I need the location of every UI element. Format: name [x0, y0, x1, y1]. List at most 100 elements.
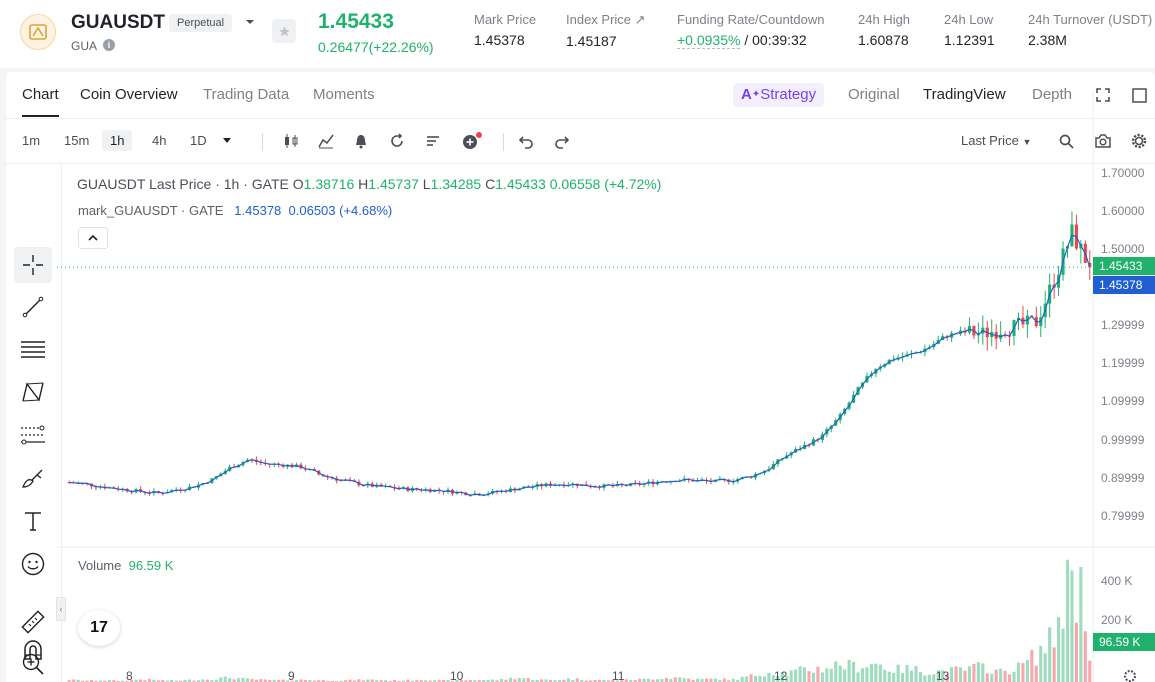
- volume-legend: Volume 96.59 K: [78, 558, 173, 573]
- view-tradingview[interactable]: TradingView: [923, 86, 1006, 103]
- volume-bar: [660, 679, 664, 682]
- window-icon[interactable]: [1132, 88, 1147, 103]
- volume-bar: [508, 677, 512, 682]
- search-icon[interactable]: [1059, 134, 1074, 149]
- undo-icon[interactable]: [518, 133, 534, 149]
- strategy-label: Strategy: [760, 86, 817, 103]
- timeframe-15m[interactable]: 15m: [64, 133, 90, 148]
- volume-bar: [615, 680, 619, 682]
- templates-icon[interactable]: [425, 133, 441, 149]
- volume-bar: [410, 680, 414, 682]
- volume-bar: [401, 680, 406, 682]
- volume-bar: [633, 680, 637, 682]
- volume-bar: [932, 674, 936, 682]
- volume-bar: [883, 669, 887, 682]
- add-indicator-icon[interactable]: [461, 131, 483, 151]
- volume-bar: [268, 679, 272, 682]
- fullscreen-icon[interactable]: [1096, 88, 1110, 102]
- redo-icon[interactable]: [554, 133, 570, 149]
- stat-label: 24h High: [858, 12, 911, 27]
- volume-bar: [290, 680, 294, 682]
- volume-bar: [397, 680, 401, 682]
- alert-icon[interactable]: [353, 133, 369, 149]
- price-source-select[interactable]: Last Price ▼: [961, 133, 1031, 148]
- tab-coin-overview[interactable]: Coin Overview: [80, 86, 178, 103]
- collapse-legend-button[interactable]: [78, 227, 108, 249]
- timeframe-1m[interactable]: 1m: [22, 133, 41, 148]
- emoji-icon: [21, 552, 45, 576]
- axis-settings-icon[interactable]: [1122, 668, 1138, 682]
- volume-bar: [950, 667, 954, 682]
- favorite-button[interactable]: [272, 19, 296, 43]
- stat-value: 2.38M: [1028, 32, 1067, 48]
- magnet-tool[interactable]: [14, 634, 52, 668]
- emoji-tool[interactable]: [14, 546, 52, 582]
- legend-h-label: H: [358, 176, 369, 192]
- symbol-dropdown-icon[interactable]: [244, 16, 256, 28]
- crosshair-tool[interactable]: [14, 247, 52, 283]
- strategy-button[interactable]: A✦Strategy: [733, 83, 825, 107]
- volume-axis-label: 400 K: [1101, 574, 1133, 588]
- volume-bar: [914, 666, 918, 682]
- stat-index-price[interactable]: Index Price ↗ 1.45187: [566, 12, 646, 49]
- tab-moments[interactable]: Moments: [313, 86, 375, 103]
- volume-bar: [860, 668, 865, 682]
- volume-bar: [187, 679, 192, 682]
- volume-title: Volume: [78, 558, 122, 573]
- contract-type-badge: Perpetual: [169, 14, 233, 32]
- volume-bar: [905, 664, 909, 682]
- pattern-tool[interactable]: [14, 374, 52, 410]
- tab-trading-data[interactable]: Trading Data: [203, 86, 290, 103]
- volume-bar: [147, 678, 152, 682]
- volume-bar: [673, 677, 677, 682]
- volume-bar: [504, 679, 508, 682]
- volume-bar: [250, 679, 254, 682]
- mark-legend: mark_GUAUSDT · GATE 1.45378 0.06503 (+4.…: [78, 203, 392, 218]
- ai-sparkle-icon: ✦: [751, 89, 761, 100]
- camera-icon[interactable]: [1095, 134, 1111, 148]
- info-icon[interactable]: i: [103, 39, 115, 51]
- collapse-toolbar-tab[interactable]: ‹: [56, 597, 66, 621]
- volume-bar: [936, 670, 940, 682]
- mark-price-line: [69, 234, 1091, 496]
- candle-type-icon[interactable]: [283, 133, 299, 149]
- volume-bar: [593, 679, 597, 682]
- horizontal-lines-tool[interactable]: [14, 331, 52, 367]
- stat-value: 1.45378: [474, 32, 525, 48]
- view-original[interactable]: Original: [848, 86, 900, 103]
- timeframe-4h[interactable]: 4h: [152, 133, 167, 148]
- replay-icon[interactable]: [389, 133, 405, 149]
- volume-bar: [736, 679, 740, 682]
- timeframe-1h[interactable]: 1h: [102, 130, 133, 151]
- timeframe-dropdown-icon[interactable]: [222, 137, 232, 145]
- volume-bar: [526, 677, 530, 682]
- ruler-tool[interactable]: [14, 604, 52, 640]
- volume-bar: [214, 679, 218, 682]
- settings-gear-icon[interactable]: [1131, 133, 1147, 149]
- view-depth[interactable]: Depth: [1032, 86, 1073, 103]
- zoom-in-tool[interactable]: [14, 646, 52, 682]
- volume-bar: [85, 680, 89, 682]
- trend-line-tool[interactable]: [14, 289, 52, 325]
- volume-bar: [1043, 653, 1047, 682]
- stat-label: 24h Low: [944, 12, 994, 27]
- indicators-icon[interactable]: [318, 133, 334, 149]
- price-chart[interactable]: [57, 92, 1155, 682]
- brush-tool[interactable]: [14, 460, 52, 496]
- text-tool[interactable]: [14, 503, 52, 539]
- volume-axis-label: 200 K: [1101, 613, 1133, 627]
- volume-bar: [865, 667, 869, 682]
- volume-bar: [655, 679, 660, 682]
- tab-chart[interactable]: Chart: [22, 86, 59, 117]
- volume-bar: [945, 674, 949, 682]
- candle: [682, 475, 686, 482]
- timeframe-1d[interactable]: 1D: [190, 133, 207, 148]
- time-tick-label: 13: [936, 669, 950, 682]
- legend-low: 1.34285: [430, 176, 482, 192]
- tradingview-logo[interactable]: 17: [78, 610, 120, 646]
- symbol-name[interactable]: GUAUSDT: [71, 12, 165, 33]
- fib-tool[interactable]: [14, 417, 52, 453]
- legend-o-label: O: [292, 176, 304, 192]
- legend-change: 0.06558 (+4.72%): [549, 176, 662, 192]
- caret-down-icon: ▼: [1022, 137, 1032, 147]
